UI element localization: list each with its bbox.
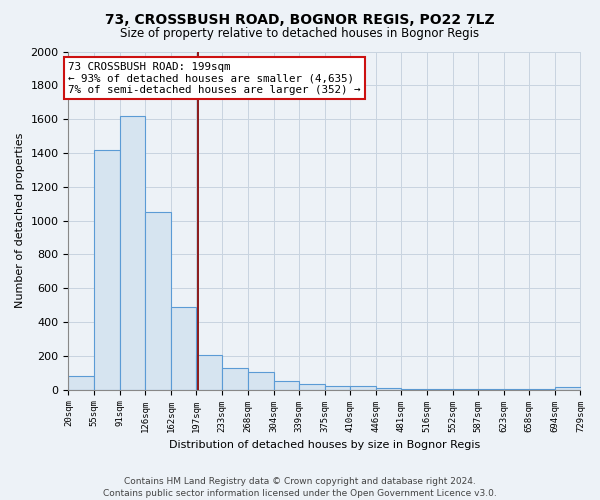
X-axis label: Distribution of detached houses by size in Bognor Regis: Distribution of detached houses by size …: [169, 440, 480, 450]
Bar: [248, 372, 274, 390]
Text: Size of property relative to detached houses in Bognor Regis: Size of property relative to detached ho…: [121, 28, 479, 40]
Bar: [325, 386, 350, 390]
Bar: [350, 386, 376, 390]
Bar: [68, 376, 94, 390]
Bar: [196, 355, 222, 390]
Bar: [119, 116, 145, 390]
Bar: [478, 389, 504, 390]
Bar: [401, 389, 427, 390]
Bar: [222, 368, 248, 390]
Bar: [299, 384, 325, 390]
Text: 73 CROSSBUSH ROAD: 199sqm
← 93% of detached houses are smaller (4,635)
7% of sem: 73 CROSSBUSH ROAD: 199sqm ← 93% of detac…: [68, 62, 361, 95]
Bar: [94, 150, 119, 390]
Y-axis label: Number of detached properties: Number of detached properties: [15, 133, 25, 308]
Bar: [171, 307, 196, 390]
Bar: [145, 212, 171, 390]
Bar: [274, 381, 299, 390]
Bar: [555, 387, 581, 390]
Bar: [452, 389, 478, 390]
Text: 73, CROSSBUSH ROAD, BOGNOR REGIS, PO22 7LZ: 73, CROSSBUSH ROAD, BOGNOR REGIS, PO22 7…: [105, 12, 495, 26]
Bar: [376, 388, 401, 390]
Text: Contains HM Land Registry data © Crown copyright and database right 2024.
Contai: Contains HM Land Registry data © Crown c…: [103, 476, 497, 498]
Bar: [427, 389, 452, 390]
